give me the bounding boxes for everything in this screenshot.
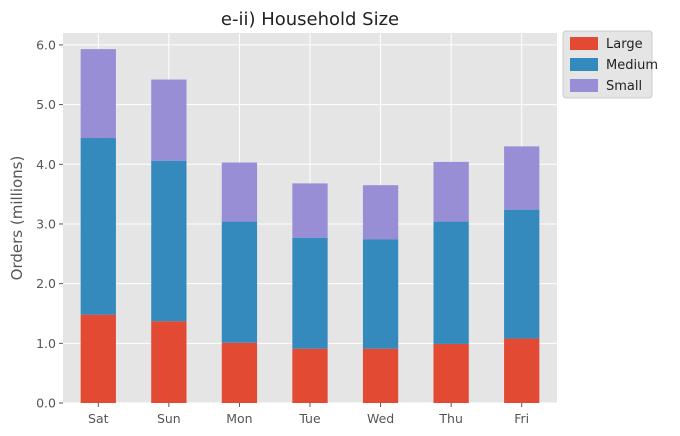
x-tick-label: Thu: [438, 411, 462, 426]
legend-label-small: Small: [606, 79, 642, 94]
y-tick-label: 5.0: [36, 97, 56, 112]
bar-large-fri: [504, 338, 540, 403]
bar-medium-wed: [362, 239, 399, 349]
bar-large-sat: [80, 314, 116, 403]
legend-swatch-small: [570, 79, 598, 92]
x-tick-label: Sun: [157, 411, 181, 426]
bar-small-sat: [80, 49, 116, 139]
legend: Large Medium Small: [562, 30, 658, 99]
bar-medium-thu: [433, 221, 469, 344]
legend-swatch-large: [570, 37, 598, 50]
bar-large-wed: [362, 348, 399, 403]
x-tick-label: Fri: [514, 411, 529, 426]
y-tick-label: 1.0: [36, 336, 56, 351]
bar-large-mon: [221, 342, 258, 403]
bar-large-tue: [292, 348, 328, 403]
bar-medium-tue: [292, 237, 328, 349]
legend-swatch-medium: [570, 58, 598, 71]
bar-large-sun: [151, 321, 187, 403]
y-axis-ticks: 0.0 1.0 2.0 3.0 4.0 5.0 6.0: [36, 37, 63, 411]
bar-small-wed: [362, 185, 399, 240]
bar-medium-mon: [221, 221, 258, 343]
bar-large-thu: [433, 343, 469, 403]
legend-label-large: Large: [606, 37, 643, 52]
y-tick-label: 3.0: [36, 216, 56, 231]
bars: [80, 49, 540, 403]
bar-medium-sat: [80, 138, 116, 315]
bar-medium-fri: [504, 209, 540, 339]
bar-small-fri: [504, 146, 540, 210]
bar-small-sun: [151, 79, 187, 161]
bar-small-mon: [221, 162, 258, 222]
bar-medium-sun: [151, 160, 187, 322]
legend-label-medium: Medium: [606, 58, 658, 73]
bar-small-thu: [433, 161, 469, 222]
x-tick-label: Sat: [88, 411, 109, 426]
bar-small-tue: [292, 183, 328, 238]
y-tick-label: 0.0: [36, 396, 56, 411]
chart-title: e-ii) Household Size: [221, 9, 399, 30]
x-tick-label: Tue: [298, 411, 321, 426]
y-axis-label: Orders (millions): [8, 156, 26, 281]
x-tick-label: Mon: [226, 411, 252, 426]
x-axis-ticks: Sat Sun Mon Tue Wed Thu Fri: [88, 403, 529, 426]
x-tick-label: Wed: [367, 411, 394, 426]
y-tick-label: 4.0: [36, 157, 56, 172]
y-tick-label: 6.0: [36, 37, 56, 52]
y-tick-label: 2.0: [36, 276, 56, 291]
